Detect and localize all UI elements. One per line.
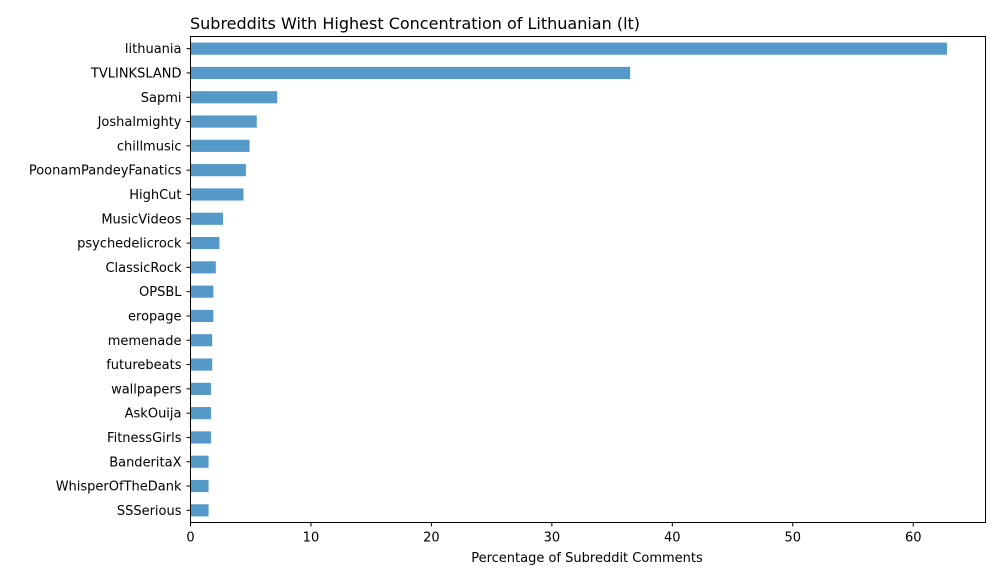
y-tick-label: Sapmi (141, 91, 182, 106)
y-tick-label: OPSBL (139, 285, 182, 300)
bar (190, 261, 216, 274)
y-tick-label: ClassicRock (105, 261, 182, 276)
bar (190, 188, 244, 201)
bar (190, 115, 257, 128)
y-tick-label: eropage (128, 309, 181, 324)
y-tick-label: lithuania (125, 42, 182, 57)
bars-group (190, 42, 947, 517)
x-tick-label: 50 (784, 531, 801, 546)
x-axis-ticks: 0 10 20 30 40 50 60 (186, 522, 922, 546)
y-tick-label: BanderitaX (109, 455, 181, 470)
bar (190, 382, 211, 395)
chart-title: Subreddits With Highest Concentration of… (190, 14, 640, 33)
bar (190, 164, 246, 177)
bar (190, 431, 211, 444)
x-tick-label: 10 (303, 531, 320, 546)
x-tick-label: 20 (423, 531, 440, 546)
y-tick-label: FitnessGirls (107, 431, 182, 446)
x-tick-label: 60 (905, 531, 922, 546)
x-tick-label: 30 (544, 531, 561, 546)
y-tick-label: wallpapers (111, 382, 182, 397)
bar (190, 212, 224, 225)
y-tick-label: AskOuija (125, 407, 182, 422)
y-tick-label: SSSerious (117, 504, 182, 519)
x-tick-label: 0 (186, 531, 194, 546)
bar (190, 236, 220, 250)
y-tick-label: HighCut (129, 188, 181, 203)
y-tick-label: PoonamPandeyFanatics (29, 164, 182, 179)
y-tick-label: chillmusic (117, 139, 182, 154)
x-tick-label: 40 (664, 531, 681, 546)
y-tick-labels: lithuania TVLINKSLAND Sapmi Joshalmighty chi… (29, 42, 191, 519)
y-tick-label: psychedelicrock (77, 237, 182, 252)
bar (190, 91, 278, 104)
bar (190, 334, 213, 347)
bar (190, 285, 214, 298)
bar (190, 479, 209, 493)
bar (190, 407, 211, 420)
bar (190, 309, 214, 323)
bar (190, 455, 209, 468)
bar (190, 66, 631, 80)
x-axis-label: Percentage of Subreddit Comments (471, 551, 703, 566)
bar (190, 42, 947, 55)
y-tick-label: Joshalmighty (97, 115, 182, 130)
plot-frame (190, 36, 986, 523)
bar (190, 504, 209, 517)
y-tick-label: WhisperOfTheDank (56, 480, 182, 495)
bar (190, 139, 250, 152)
y-tick-label: TVLINKSLAND (90, 66, 182, 81)
y-tick-label: memenade (108, 334, 182, 349)
bar (190, 358, 213, 371)
y-tick-label: MusicVideos (101, 212, 181, 227)
y-tick-label: futurebeats (106, 358, 182, 373)
